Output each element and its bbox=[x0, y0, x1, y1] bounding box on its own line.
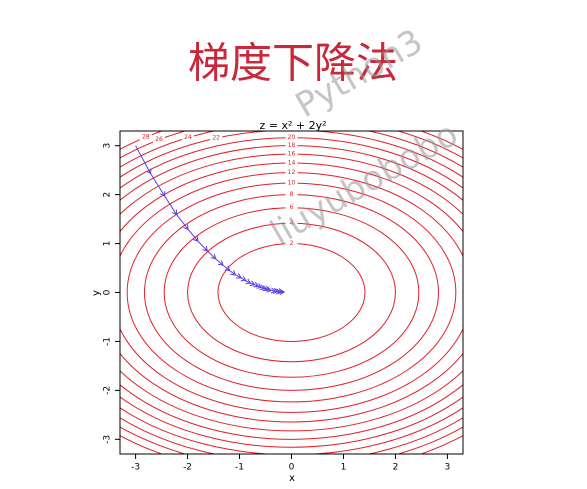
descent-step bbox=[230, 270, 237, 276]
descent-step bbox=[259, 284, 266, 291]
contour-label-bg bbox=[285, 159, 298, 168]
contour-label: 24 bbox=[184, 134, 192, 141]
contour-label: 6 bbox=[290, 204, 294, 211]
contour-label-bg bbox=[210, 134, 223, 143]
contour-label-bg bbox=[285, 219, 298, 228]
descent-step bbox=[202, 245, 208, 252]
page-title: 梯度下降法 bbox=[188, 39, 398, 88]
x-tick-label: -1 bbox=[235, 463, 244, 473]
contour-label-bg bbox=[285, 150, 298, 159]
descent-step bbox=[270, 287, 277, 294]
x-tick-label: 3 bbox=[445, 463, 451, 473]
descent-step bbox=[183, 224, 189, 231]
contour-label-bg bbox=[153, 135, 166, 144]
x-axis-label: x bbox=[289, 473, 295, 484]
x-tick-label: 2 bbox=[393, 463, 399, 473]
contour-label: 10 bbox=[288, 180, 296, 187]
contour-label: 22 bbox=[212, 135, 220, 142]
contour-label: 4 bbox=[290, 220, 294, 227]
descent-step bbox=[210, 253, 217, 260]
descent-step bbox=[266, 286, 273, 293]
y-tick-label: 0 bbox=[103, 289, 113, 295]
contour-label: 18 bbox=[288, 142, 296, 149]
y-tick-label: 1 bbox=[103, 241, 113, 247]
contour-label-bg bbox=[285, 190, 298, 199]
contour-label: 2 bbox=[290, 240, 294, 247]
contour-label-bg bbox=[285, 239, 298, 248]
contour-label-bg bbox=[285, 168, 298, 177]
descent-step bbox=[245, 278, 252, 284]
contour-label-bg bbox=[285, 203, 298, 212]
x-tick-label: -2 bbox=[183, 463, 192, 473]
descent-step bbox=[276, 288, 282, 295]
y-tick-label: 2 bbox=[103, 192, 113, 198]
x-tick-label: -3 bbox=[131, 463, 140, 473]
contour-label-bg bbox=[285, 179, 298, 188]
descent-step bbox=[249, 280, 256, 287]
y-tick-label: -3 bbox=[103, 435, 113, 444]
chart-title: z = x² + 2y² bbox=[259, 119, 326, 132]
contour-line bbox=[120, 145, 463, 440]
contour-label: 16 bbox=[288, 151, 296, 158]
descent-step bbox=[262, 285, 269, 292]
descent-step bbox=[253, 281, 260, 288]
descent-path bbox=[135, 145, 285, 293]
contour-label-bg bbox=[285, 133, 298, 142]
descent-step bbox=[146, 168, 152, 175]
descent-step bbox=[264, 285, 271, 292]
contour-label: 26 bbox=[155, 136, 163, 143]
descent-step bbox=[217, 260, 224, 266]
contour-label-bg bbox=[139, 133, 152, 142]
contour-label: 12 bbox=[288, 169, 296, 176]
contour-label: 28 bbox=[142, 134, 150, 141]
descent-step bbox=[279, 289, 286, 296]
contour-line bbox=[217, 243, 366, 342]
descent-step bbox=[236, 273, 242, 279]
descent-step bbox=[256, 283, 263, 289]
contour-label-bg bbox=[285, 141, 298, 150]
x-tick-label: 0 bbox=[289, 463, 295, 473]
y-axis-label: y bbox=[91, 290, 102, 296]
x-tick-label: 1 bbox=[341, 463, 347, 473]
y-tick-label: -1 bbox=[103, 337, 113, 346]
contour-label: 14 bbox=[288, 160, 296, 167]
descent-step bbox=[193, 236, 199, 242]
contour-label: 8 bbox=[290, 191, 294, 198]
descent-step bbox=[240, 276, 247, 282]
contour-label: 20 bbox=[288, 134, 296, 141]
descent-step bbox=[160, 191, 166, 197]
descent-step bbox=[171, 209, 178, 216]
descent-step bbox=[273, 287, 279, 294]
contour-label-bg bbox=[181, 133, 194, 142]
y-tick-label: -2 bbox=[103, 386, 113, 395]
y-tick-label: 3 bbox=[103, 143, 113, 149]
descent-step bbox=[224, 265, 231, 272]
